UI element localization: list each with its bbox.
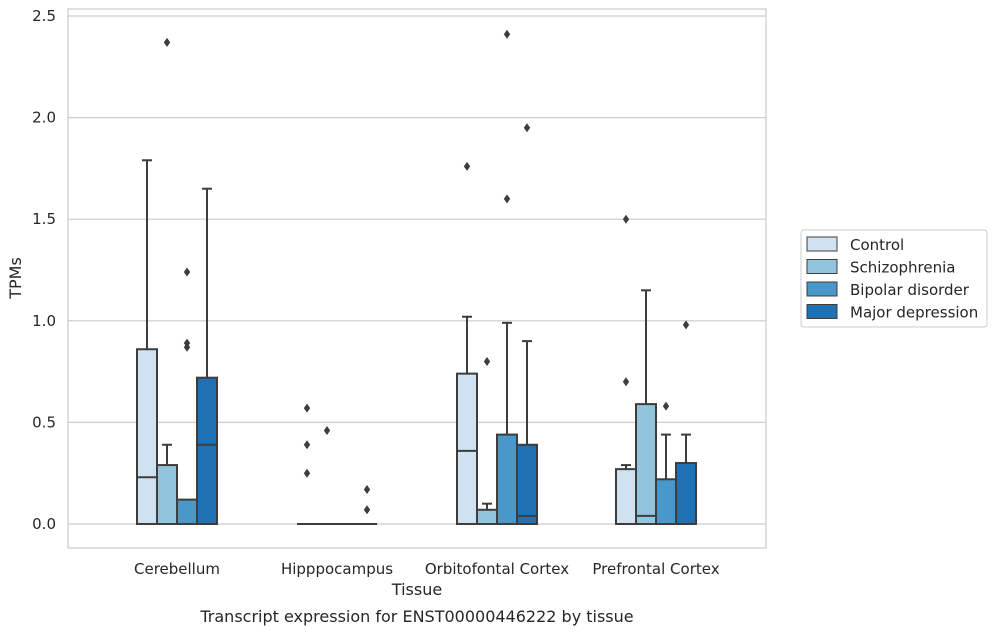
outlier-point bbox=[682, 320, 690, 330]
box-major-depression bbox=[675, 433, 697, 526]
y-tick-label: 0.0 bbox=[32, 515, 56, 533]
box-body bbox=[196, 376, 218, 526]
outlier-point bbox=[363, 505, 371, 515]
box-body bbox=[675, 462, 697, 526]
box-control bbox=[615, 464, 637, 525]
box-schizophrenia bbox=[635, 289, 657, 525]
x-tick-label: Orbitofontal Cortex bbox=[425, 560, 569, 578]
outlier-point bbox=[323, 426, 331, 436]
box-bipolar-disorder bbox=[176, 498, 198, 525]
box-bipolar-disorder bbox=[655, 433, 677, 525]
outlier-point bbox=[463, 161, 471, 171]
outlier-point bbox=[303, 403, 311, 413]
box-body bbox=[176, 498, 198, 525]
box-body bbox=[476, 508, 498, 526]
legend-label: Major depression bbox=[850, 304, 978, 322]
x-tick-label: Cerebellum bbox=[134, 560, 220, 578]
outlier-point bbox=[503, 29, 511, 39]
box-body bbox=[496, 433, 518, 526]
legend-swatch bbox=[806, 304, 838, 319]
legend-label: Control bbox=[850, 236, 904, 254]
legend-swatch bbox=[806, 259, 838, 274]
outlier-point bbox=[662, 401, 670, 411]
x-axis-ticks: Cerebellum Hipppocampus Orbitofontal Corte… bbox=[134, 560, 720, 578]
box-major-depression bbox=[196, 187, 218, 526]
outlier-point bbox=[183, 338, 191, 348]
outlier-point bbox=[622, 377, 630, 387]
box-schizophrenia bbox=[156, 443, 178, 525]
legend-label: Bipolar disorder bbox=[850, 281, 970, 299]
y-tick-label: 2.0 bbox=[32, 109, 56, 127]
outlier-point bbox=[303, 440, 311, 450]
outlier-point bbox=[363, 484, 371, 494]
box-control bbox=[456, 315, 478, 525]
y-tick-label: 2.5 bbox=[32, 7, 56, 25]
legend-label: Schizophrenia bbox=[850, 259, 955, 277]
box-body bbox=[655, 478, 677, 525]
grid-lines bbox=[68, 15, 766, 525]
outlier-point bbox=[303, 468, 311, 478]
legend-swatch bbox=[806, 281, 838, 297]
outlier-point bbox=[163, 37, 171, 47]
plot-area-frame bbox=[67, 8, 767, 549]
y-tick-label: 1.5 bbox=[32, 210, 56, 228]
box-body bbox=[615, 468, 637, 525]
outlier-point bbox=[503, 194, 511, 204]
x-axis-label: Tissue bbox=[391, 580, 442, 599]
box-schizophrenia bbox=[476, 502, 498, 526]
outlier-point bbox=[183, 267, 191, 277]
box-bipolar-disorder bbox=[496, 321, 518, 526]
box-control bbox=[136, 159, 158, 525]
outlier-point bbox=[523, 123, 531, 133]
box-body bbox=[456, 372, 478, 525]
x-tick-label: Prefrontal Cortex bbox=[592, 560, 719, 578]
legend-swatch bbox=[806, 236, 838, 252]
box-body bbox=[635, 403, 657, 525]
x-tick-label: Hipppocampus bbox=[281, 560, 393, 578]
box-body bbox=[516, 443, 538, 526]
y-tick-label: 0.5 bbox=[32, 413, 56, 431]
legend: Control Schizophrenia Bipolar disorder Majo… bbox=[800, 229, 988, 328]
box-body bbox=[156, 464, 178, 525]
outlier-points bbox=[163, 29, 690, 515]
y-axis-ticks: 0.0 0.5 1.0 1.5 2.0 2.5 bbox=[32, 7, 56, 533]
y-axis-label: TPMs bbox=[6, 257, 25, 300]
legend-frame bbox=[800, 229, 988, 328]
outlier-point bbox=[622, 214, 630, 224]
box-body bbox=[136, 348, 158, 525]
box-major-depression bbox=[516, 340, 538, 526]
outlier-point bbox=[483, 356, 491, 366]
box-series bbox=[136, 159, 697, 526]
chart-caption: Transcript expression for ENST0000044622… bbox=[199, 607, 633, 626]
y-tick-label: 1.0 bbox=[32, 312, 56, 330]
